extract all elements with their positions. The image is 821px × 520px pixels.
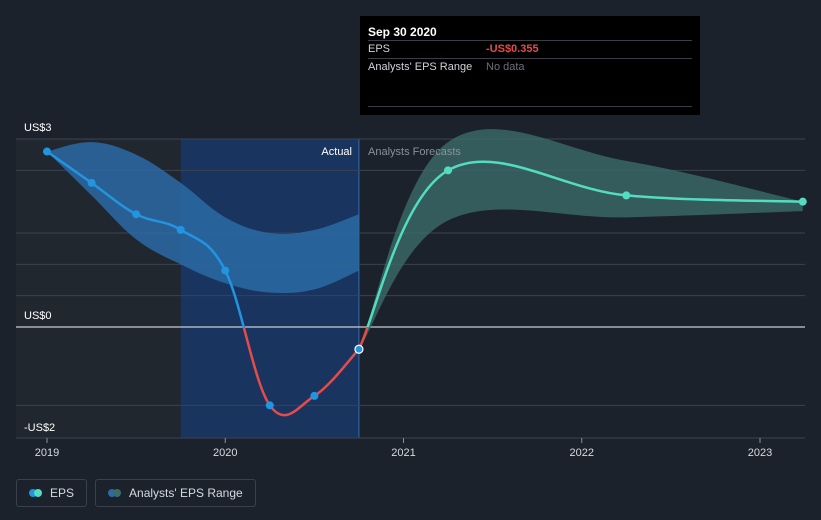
eps-point-forecast-0 bbox=[444, 166, 453, 175]
eps-legend-icon bbox=[29, 489, 42, 497]
legend-eps-label: EPS bbox=[50, 486, 75, 500]
eps-line-actual-positive bbox=[46, 150, 246, 327]
eps-point-actual-2 bbox=[132, 210, 141, 219]
eps-point-forecast-2 bbox=[798, 197, 807, 206]
tooltip-date: Sep 30 2020 bbox=[368, 25, 437, 39]
eps-point-actual-4 bbox=[221, 266, 230, 275]
eps-point-actual-6 bbox=[310, 391, 319, 400]
eps-line-forecast-positive bbox=[366, 160, 803, 327]
tooltip-eps-value: -US$0.355 bbox=[486, 43, 539, 55]
tooltip-row-range: Analysts' EPS Range No data bbox=[368, 58, 692, 76]
eps-point-actual-5 bbox=[265, 401, 274, 410]
x-tick-label-2019: 2019 bbox=[35, 447, 59, 459]
y-tick-label-zero: US$0 bbox=[24, 310, 52, 322]
eps-point-actual-3 bbox=[176, 225, 185, 234]
x-tick-label-2020: 2020 bbox=[213, 447, 237, 459]
legend-item-eps[interactable]: EPS bbox=[16, 479, 88, 507]
range-swatch-past bbox=[108, 489, 117, 497]
legend-item-eps-range[interactable]: Analysts' EPS Range bbox=[95, 479, 256, 507]
eps-range-band-1 bbox=[358, 129, 803, 350]
tooltip-row-eps: EPS -US$0.355 bbox=[368, 40, 692, 58]
y-tick-label-top: US$3 bbox=[24, 122, 52, 134]
eps-range-band-0 bbox=[47, 142, 359, 294]
legend: EPS Analysts' EPS Range bbox=[16, 479, 256, 507]
tooltip-divider bbox=[368, 106, 692, 107]
forecast-region-label: Analysts Forecasts bbox=[368, 146, 461, 158]
tooltip-eps-label: EPS bbox=[368, 43, 391, 55]
x-tick-label-2021: 2021 bbox=[391, 447, 415, 459]
legend-range-label: Analysts' EPS Range bbox=[129, 486, 243, 500]
range-swatch-forecast bbox=[113, 489, 122, 497]
tooltip: Sep 30 2020 EPS -US$0.355 Analysts' EPS … bbox=[360, 16, 700, 115]
y-tick-label-bottom: -US$2 bbox=[24, 422, 55, 434]
eps-line-actual-negative bbox=[242, 327, 360, 417]
eps-point-actual-0 bbox=[43, 147, 51, 156]
eps-swatch-forecast bbox=[34, 489, 42, 497]
x-tick-label-2023: 2023 bbox=[748, 447, 772, 459]
eps-swatch-actual bbox=[29, 489, 37, 497]
tooltip-range-value: No data bbox=[486, 61, 525, 73]
eps-range-legend-icon bbox=[108, 489, 122, 497]
x-tick-label-2022: 2022 bbox=[570, 447, 594, 459]
eps-point-forecast-1 bbox=[622, 191, 631, 200]
eps-point-actual-1 bbox=[87, 178, 96, 187]
actual-region-label: Actual bbox=[321, 146, 352, 158]
tooltip-range-label: Analysts' EPS Range bbox=[368, 61, 473, 73]
eps-point-actual-7 bbox=[354, 344, 364, 354]
